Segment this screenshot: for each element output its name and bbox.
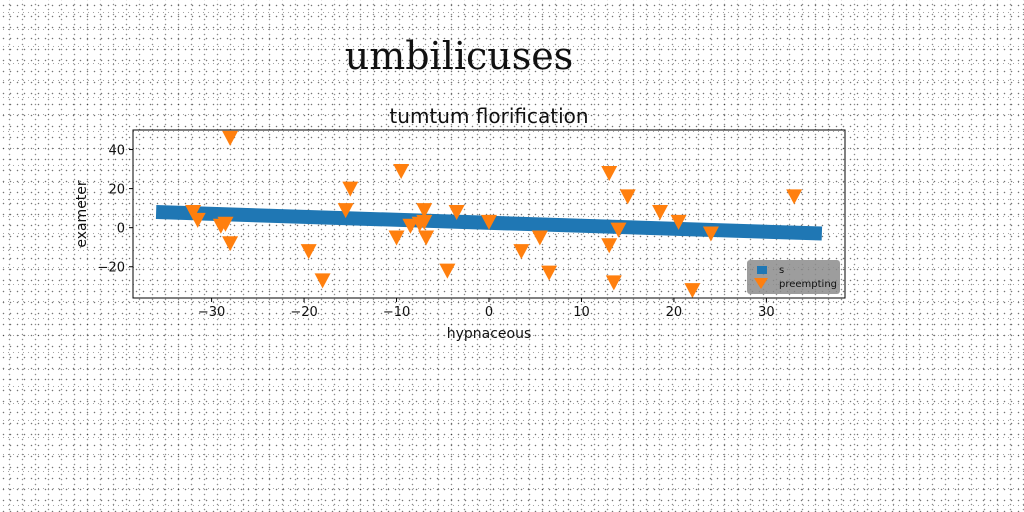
x-tick-label: 30 [758,305,775,320]
data-point [684,283,701,299]
data-point [402,218,419,234]
data-point [531,230,548,246]
data-point [388,230,405,246]
legend-swatch-marker [754,278,768,289]
data-point [513,244,530,260]
x-tick-label: −10 [383,305,410,320]
x-tick-label: −20 [290,305,317,320]
data-point [337,203,354,219]
chart-title: tumtum florification [389,104,588,128]
data-point [342,181,359,197]
data-point [670,214,687,230]
x-tick-label: 10 [573,305,590,320]
legend-label-markers: preempting [779,279,837,290]
data-point [418,230,435,246]
y-tick-label: −20 [98,261,125,276]
x-tick-label: 0 [485,305,493,320]
legend: s preempting [747,260,840,294]
y-tick-label: 20 [108,183,125,198]
y-axis-label: exameter [74,180,90,248]
data-point [217,216,234,232]
data-point [481,214,497,230]
data-point [416,214,433,230]
data-point [222,130,239,146]
data-point [439,263,456,279]
legend-box [747,260,840,294]
y-tick-label: 0 [117,222,125,237]
axes: −30 −20 −10 0 10 20 30 −20 0 20 40 [98,144,775,320]
data-point [189,212,206,228]
data-point [601,238,618,254]
data-point [605,275,622,291]
data-point [222,236,239,252]
plot-area [155,130,823,299]
data-point [619,189,636,205]
x-axis-label: hypnaceous [447,326,532,342]
data-point [702,226,719,242]
data-point [610,222,627,238]
figure-suptitle: umbilicuses [344,34,574,78]
legend-swatch-line [757,266,767,274]
data-point [448,205,465,221]
data-point [416,203,433,219]
data-point [786,189,803,205]
data-point [652,205,669,221]
data-point [393,164,410,180]
y-tick-label: 40 [108,144,125,159]
legend-label-line: s [779,265,784,276]
x-tick-label: −30 [198,305,225,320]
x-tick-label: 20 [666,305,683,320]
data-point [314,273,331,289]
data-point [541,265,558,281]
data-point [185,205,202,221]
data-point [300,244,317,260]
data-point [601,165,618,181]
